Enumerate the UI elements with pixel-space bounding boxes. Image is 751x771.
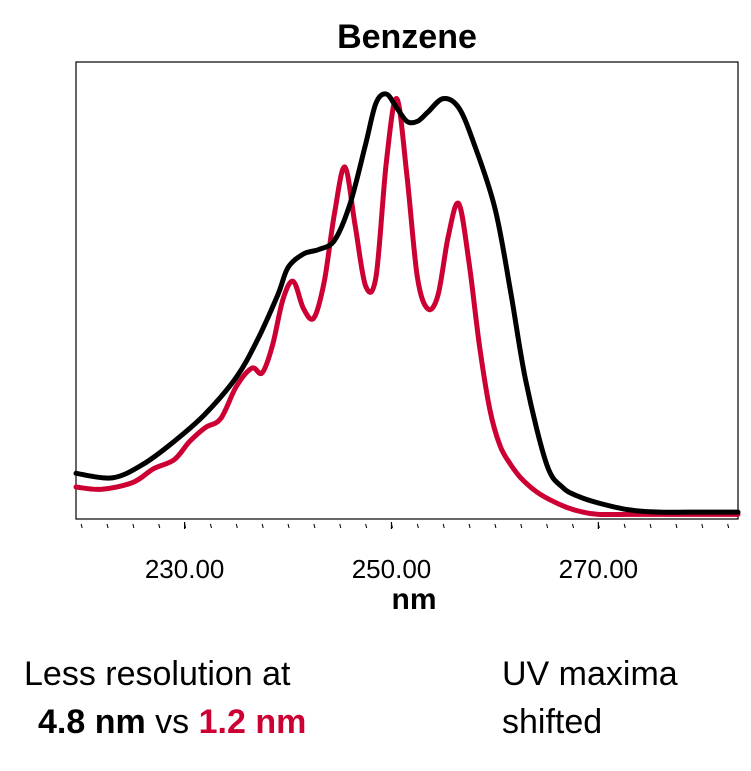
red-resolution-value: 1.2 nm (198, 703, 307, 741)
x-minor-tick (158, 523, 161, 529)
x-minor-tick (727, 523, 730, 529)
x-minor-tick (209, 523, 212, 529)
x-minor-tick (546, 523, 549, 529)
x-minor-tick (572, 523, 574, 529)
x-minor-tick (649, 523, 652, 529)
x-minor-tick (132, 523, 135, 529)
x-minor-tick (701, 523, 704, 529)
x-minor-tick (339, 523, 342, 529)
x-major-ticks: 230.00 250.00 270.00 (145, 522, 638, 584)
x-minor-tick (442, 523, 445, 529)
resolution-caption-line2: 4.8 nm vs 1.2 nm (24, 698, 306, 746)
x-minor-tick (675, 523, 678, 529)
uv-maxima-line1: UV maxima (502, 655, 678, 693)
resolution-caption-line1: Less resolution at (24, 655, 291, 693)
benzene-chart: Benzene 230.00 250.00 270.00 nm (73, 18, 741, 616)
x-minor-ticks (80, 523, 730, 529)
x-minor-tick (261, 523, 264, 529)
series-layer (73, 91, 741, 518)
red-spectrum-line (73, 96, 741, 518)
uv-maxima-line2: shifted (502, 703, 603, 741)
x-tick-label: 270.00 (559, 554, 639, 584)
x-minor-tick (468, 523, 471, 529)
x-minor-tick (416, 523, 419, 529)
resolution-caption: Less resolution at 4.8 nm vs 1.2 nm (24, 650, 306, 746)
x-axis-label: nm (392, 583, 437, 616)
plot-area-frame (75, 61, 739, 520)
x-minor-tick (520, 523, 523, 529)
x-minor-tick (106, 523, 109, 529)
chart-title: Benzene (337, 18, 477, 56)
black-spectrum-line (73, 91, 741, 515)
x-minor-tick (287, 523, 290, 529)
x-minor-tick (494, 523, 497, 529)
x-tick-label: 250.00 (352, 554, 432, 584)
uv-maxima-caption: UV maxima shifted (502, 650, 678, 746)
x-minor-tick (623, 523, 626, 529)
versus-text: vs (145, 703, 199, 741)
black-resolution-value: 4.8 nm (38, 703, 146, 741)
x-minor-tick (313, 523, 316, 529)
x-minor-tick (235, 523, 238, 529)
x-minor-tick (80, 523, 83, 529)
x-tick-label: 230.00 (145, 554, 225, 584)
x-minor-tick (365, 523, 368, 529)
